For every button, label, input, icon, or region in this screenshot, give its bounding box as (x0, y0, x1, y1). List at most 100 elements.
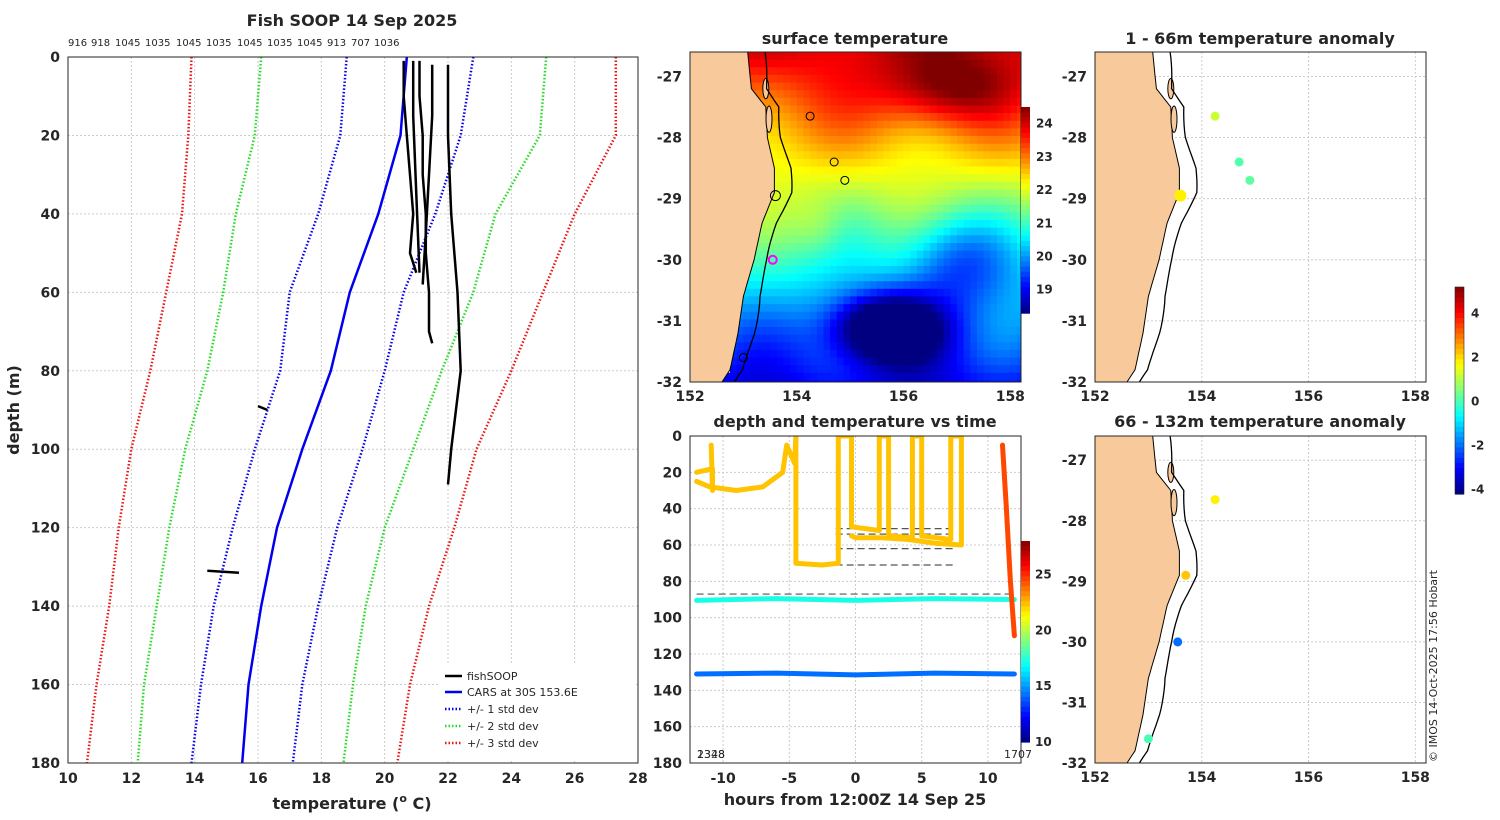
profile-xlabel-text: temperature ( (272, 794, 399, 813)
sst-cell (970, 342, 978, 351)
top-label-5: 1045 (176, 38, 201, 49)
sst-cell (1017, 258, 1021, 267)
sst-cell (1003, 97, 1011, 106)
sst-cell (803, 334, 811, 343)
anomaly-shallow-island (1167, 78, 1175, 100)
sst-cell (890, 120, 898, 129)
sst-isobath-line (733, 52, 793, 382)
sst-cell (956, 128, 965, 137)
sst-cell (977, 265, 985, 275)
sst-cell (850, 97, 858, 106)
sst-cell (943, 143, 951, 152)
sst-cell (850, 235, 858, 244)
sst-station-marker (805, 111, 815, 121)
sst-cell (970, 288, 978, 297)
sst-cell (970, 258, 978, 267)
sst-colorbar-segment (1021, 194, 1030, 201)
sst-cell (943, 197, 951, 206)
sst-cell (903, 296, 911, 305)
depth-time-colorbar-segment (1021, 661, 1030, 668)
sst-cell (983, 67, 991, 76)
sst-cell (876, 220, 885, 229)
sst-cell (870, 151, 878, 160)
profile-ytick-label: 100 (31, 442, 60, 458)
sst-cell (823, 273, 831, 282)
sst-cell (956, 327, 965, 336)
depth-time-colorbar-tick-label: 15 (1035, 679, 1052, 693)
sst-cell (763, 311, 771, 320)
sst-cell (836, 113, 845, 122)
sst-cell (910, 311, 918, 320)
sst-station-marker (769, 190, 781, 202)
sst-cell (770, 281, 778, 290)
sst-ytick-label: -29 (657, 192, 682, 208)
sst-cell (956, 197, 965, 206)
sst-cell (770, 365, 778, 374)
sst-cell (790, 97, 798, 106)
sst-cell (903, 243, 911, 252)
sst-cell (810, 197, 818, 206)
depth-time-ytick-label: 0 (672, 429, 682, 445)
sst-cell (916, 342, 925, 351)
sst-cell (970, 311, 978, 320)
sst-colorbar-segment (1021, 143, 1030, 149)
sst-cell (870, 357, 878, 366)
sst-cell (763, 365, 771, 374)
anomaly-shallow-point (1210, 111, 1220, 121)
sst-cell (843, 357, 851, 366)
sst-cell (990, 258, 998, 267)
sst-cell (1010, 113, 1018, 122)
sst-cell (863, 250, 871, 259)
sst-cell (970, 90, 978, 99)
sst-cell (750, 296, 758, 305)
sst-cell (883, 372, 891, 381)
sst-cell (776, 304, 785, 313)
sst-island (762, 78, 770, 100)
sst-cell (943, 128, 951, 137)
sst-cell (930, 357, 938, 366)
sst-cell (1017, 235, 1021, 244)
sst-cell (796, 258, 805, 267)
sst-cell (1003, 197, 1011, 206)
sst-cell (883, 212, 891, 221)
sst-cell (810, 327, 818, 336)
sst-cell (916, 90, 925, 99)
sst-cell (930, 342, 938, 351)
sst-cell (883, 136, 891, 145)
sst-cell (856, 52, 865, 61)
sst-cell (970, 82, 978, 91)
sst-cell (883, 380, 891, 382)
sst-cell (936, 372, 945, 381)
sst-cell (1003, 120, 1011, 129)
sst-cell (730, 365, 738, 374)
anomaly-deep-xtick-label: 154 (1187, 770, 1216, 786)
sst-cell (783, 304, 791, 313)
sst-cell (930, 296, 938, 305)
sst-cell (783, 319, 791, 328)
sst-cell (910, 143, 918, 152)
sst-cell (790, 304, 798, 313)
sst-cell (843, 342, 851, 351)
sst-cell (836, 52, 845, 61)
sst-cell (776, 319, 785, 328)
sst-cell (816, 243, 825, 252)
sst-cell (823, 342, 831, 351)
depth-time-colorbar-segment (1021, 556, 1030, 562)
sst-cell (977, 273, 985, 282)
sst-cell (783, 311, 791, 320)
sst-cell (1010, 349, 1018, 359)
sst-cell (1003, 74, 1011, 84)
sst-cell (796, 288, 805, 297)
sst-colorbar-segment (1021, 163, 1030, 170)
sst-cell (970, 327, 978, 336)
sst-cell (816, 311, 825, 320)
sst-cell (876, 67, 885, 76)
sst-cell (770, 204, 778, 213)
sst-cell (770, 120, 778, 129)
sst-cell (970, 243, 978, 252)
sst-cells (716, 52, 1021, 382)
sst-cell (910, 212, 918, 221)
sst-cell (803, 143, 811, 152)
sst-cell (903, 357, 911, 366)
sst-cell (963, 288, 971, 297)
